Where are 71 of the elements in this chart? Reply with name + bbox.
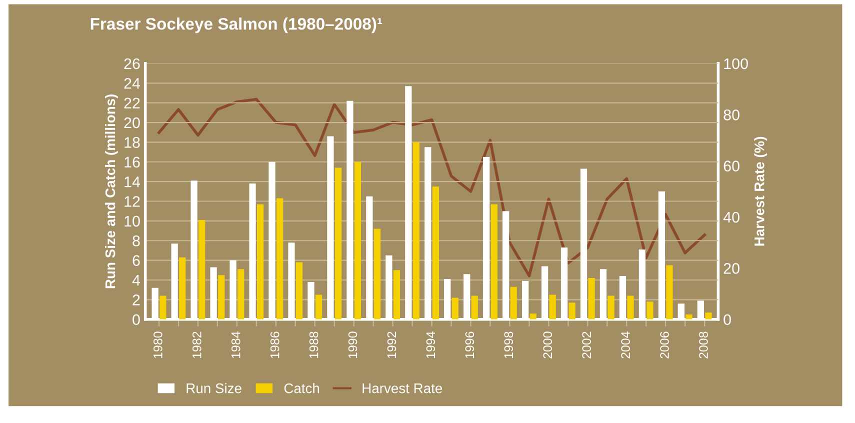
y-axis-title: Run Size and Catch (millions) <box>104 94 118 288</box>
y-tick-label: 0 <box>132 314 140 326</box>
bar <box>374 228 381 320</box>
bar <box>412 142 420 320</box>
y2-tick-label: 100 <box>724 58 748 70</box>
legend-label: Catch <box>284 383 320 394</box>
x-tick-label: 1986 <box>270 332 280 358</box>
y-tick-label: 10 <box>124 216 140 227</box>
bar <box>334 168 342 320</box>
line-series <box>158 98 706 278</box>
y-tick-label: 12 <box>124 196 140 207</box>
bar <box>666 265 673 320</box>
y-tick-label: 4 <box>132 275 140 286</box>
bar <box>160 296 166 320</box>
y2-tick-label: 40 <box>723 212 740 223</box>
x-tick-label: 1990 <box>348 332 358 358</box>
bar <box>705 312 712 320</box>
x-tick-label: 1980 <box>153 332 162 358</box>
bar <box>432 186 439 320</box>
x-tick-label: 1984 <box>231 332 240 358</box>
x-tick-label: 2002 <box>582 332 592 358</box>
x-tick-label: 1992 <box>387 332 396 358</box>
bar <box>198 220 206 320</box>
bar <box>490 204 498 320</box>
bar <box>296 262 303 320</box>
y2-axis-title: Harvest Rate (%) <box>754 136 768 246</box>
x-tick-label: 1982 <box>192 332 202 358</box>
x-tick-label: 1996 <box>465 332 474 358</box>
y2-tick-label: 0 <box>724 314 731 326</box>
y2-tick-label: 80 <box>724 110 740 120</box>
legend-label: Harvest Rate <box>362 384 442 394</box>
bar <box>608 296 614 320</box>
y-tick-label: 14 <box>124 176 140 188</box>
bar <box>627 296 634 320</box>
bar <box>393 270 400 320</box>
bar <box>568 302 576 320</box>
chart-title: Fraser Sockeye Salmon (1980–2008)¹ <box>90 18 382 34</box>
bar <box>354 162 362 320</box>
bar <box>256 204 264 320</box>
bar <box>276 198 284 320</box>
bar <box>218 275 225 320</box>
bar <box>588 278 595 320</box>
bar <box>510 286 517 320</box>
bar <box>179 257 186 320</box>
x-tick-label: 1994 <box>426 332 436 358</box>
legend-label: Run Size <box>186 383 242 394</box>
bar <box>452 298 458 320</box>
y2-tick-label: 20 <box>724 263 740 274</box>
x-tick-label: 2006 <box>660 332 669 358</box>
bar <box>530 313 536 320</box>
bar <box>238 269 244 320</box>
x-tick-label: 1988 <box>309 332 318 358</box>
y-tick-label: 24 <box>124 78 140 89</box>
bar <box>686 314 692 320</box>
y-tick-label: 8 <box>132 235 140 246</box>
y-tick-label: 26 <box>124 58 140 70</box>
x-tick-label: 2008 <box>699 332 708 358</box>
bar <box>315 294 322 320</box>
y2-tick-label: 60 <box>724 160 740 172</box>
x-tick-label: 1998 <box>504 332 514 358</box>
x-tick-label: 2000 <box>543 332 552 358</box>
bar <box>549 294 556 320</box>
y-tick-label: 2 <box>132 294 140 306</box>
y-tick-label: 20 <box>124 117 140 128</box>
y-tick-label: 6 <box>132 255 140 266</box>
x-tick-label: 2004 <box>621 332 630 358</box>
bar <box>646 302 654 320</box>
y-tick-label: 22 <box>124 98 140 108</box>
y-tick-label: 16 <box>124 156 140 168</box>
bar <box>471 296 478 320</box>
y-tick-label: 18 <box>124 137 140 148</box>
